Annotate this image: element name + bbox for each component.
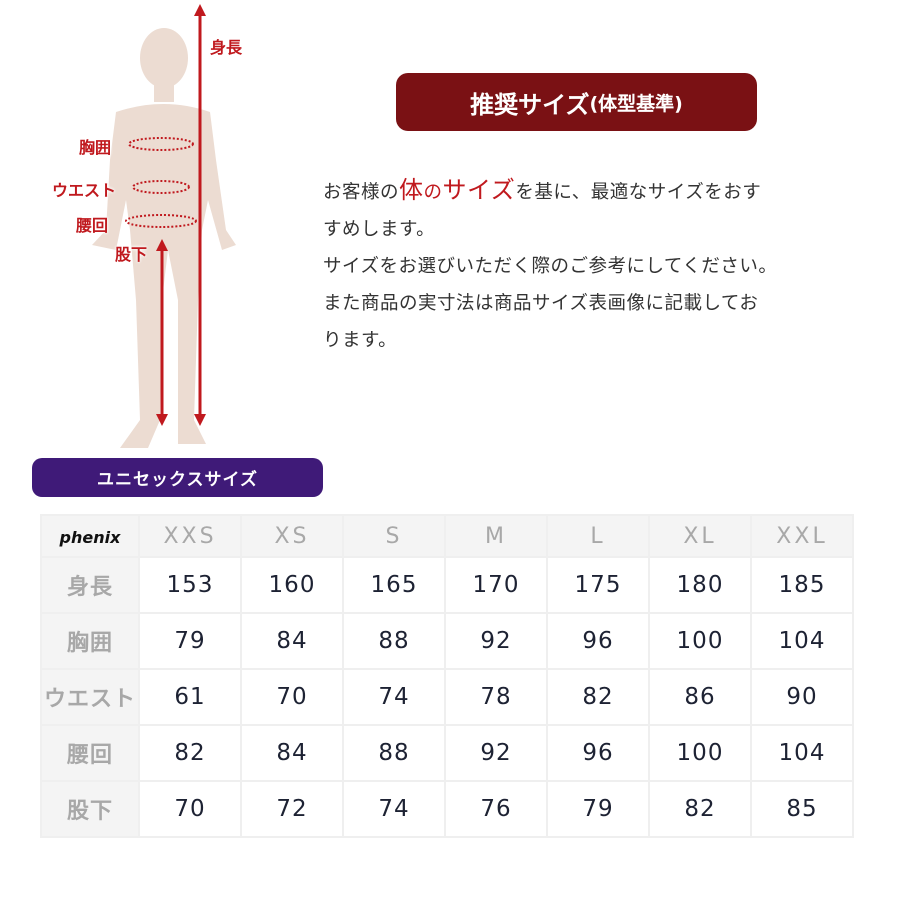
table-cell: 92 (444, 724, 548, 782)
size-header: XS (240, 514, 344, 558)
brand-logo-text: phenix (59, 527, 121, 547)
table-cell: 90 (750, 668, 854, 726)
chest-label: 胸囲 (79, 138, 112, 157)
highlight-text: 体 (399, 176, 424, 204)
title-main: 推奨サイズ (470, 90, 590, 119)
description: お客様の体のサイズを基に、最適なサイズをおす すめします。 サイズをお選びいただ… (323, 172, 883, 359)
table-cell: 76 (444, 780, 548, 838)
table-cell: 100 (648, 612, 752, 670)
table-cell: 74 (342, 780, 446, 838)
description-line: ります。 (323, 330, 398, 351)
text: を基に、最適なサイズをおす (515, 182, 762, 203)
table-cell: 79 (546, 780, 650, 838)
table-cell: 82 (648, 780, 752, 838)
title-sub: (体型基準) (589, 92, 683, 115)
table-cell: 82 (138, 724, 242, 782)
description-line: また商品の実寸法は商品サイズ表画像に記載してお (323, 293, 759, 314)
recommended-size-title: 推奨サイズ (体型基準) (396, 73, 757, 131)
table-cell: 96 (546, 724, 650, 782)
table-cell: 72 (240, 780, 344, 838)
table-cell: 185 (750, 556, 854, 614)
table-row: 股下 70 72 74 76 79 82 85 (40, 780, 854, 838)
size-header: M (444, 514, 548, 558)
table-cell: 86 (648, 668, 752, 726)
table-cell: 165 (342, 556, 446, 614)
hip-label: 腰回 (76, 216, 109, 235)
highlight-text: サイズ (442, 176, 516, 204)
table-cell: 100 (648, 724, 752, 782)
table-cell: 74 (342, 668, 446, 726)
table-cell: 104 (750, 724, 854, 782)
table-cell: 70 (138, 780, 242, 838)
row-label: 身長 (40, 556, 140, 614)
row-label: ウエスト (40, 668, 140, 726)
body-measurement-figure: 身長 胸囲 ウエスト 腰回 股下 (30, 0, 330, 460)
table-cell: 79 (138, 612, 242, 670)
table-cell: 84 (240, 724, 344, 782)
table-cell: 84 (240, 612, 344, 670)
highlight-text: の (423, 182, 443, 203)
table-cell: 61 (138, 668, 242, 726)
table-cell: 85 (750, 780, 854, 838)
table-cell: 92 (444, 612, 548, 670)
size-table: phenix XXS XS S M L XL XXL 身長 153 160 165 170 175 180 1… (40, 514, 854, 838)
size-header: XXS (138, 514, 242, 558)
size-header: XL (648, 514, 752, 558)
table-cell: 96 (546, 612, 650, 670)
table-row: 身長 153 160 165 170 175 180 185 (40, 556, 854, 614)
description-line: サイズをお選びいただく際のご参考にしてください。 (323, 256, 778, 277)
row-label: 腰回 (40, 724, 140, 782)
table-row: ウエスト 61 70 74 78 82 86 90 (40, 668, 854, 726)
unisex-size-badge: ユニセックスサイズ (32, 458, 323, 497)
waist-label: ウエスト (52, 181, 117, 200)
size-header: L (546, 514, 650, 558)
brand-logo: phenix (40, 514, 140, 558)
table-cell: 70 (240, 668, 344, 726)
table-header-row: phenix XXS XS S M L XL XXL (40, 514, 854, 558)
description-line: すめします。 (323, 219, 436, 240)
body-silhouette (92, 4, 236, 448)
row-label: 股下 (40, 780, 140, 838)
table-cell: 82 (546, 668, 650, 726)
height-label: 身長 (210, 38, 243, 57)
size-header: XXL (750, 514, 854, 558)
row-label: 胸囲 (40, 612, 140, 670)
table-cell: 88 (342, 724, 446, 782)
table-row: 腰回 82 84 88 92 96 100 104 (40, 724, 854, 782)
inseam-label: 股下 (115, 245, 148, 264)
text: お客様の (323, 182, 400, 203)
size-header: S (342, 514, 446, 558)
table-cell: 78 (444, 668, 548, 726)
table-cell: 180 (648, 556, 752, 614)
table-cell: 170 (444, 556, 548, 614)
table-cell: 88 (342, 612, 446, 670)
table-row: 胸囲 79 84 88 92 96 100 104 (40, 612, 854, 670)
table-cell: 160 (240, 556, 344, 614)
table-cell: 104 (750, 612, 854, 670)
table-cell: 175 (546, 556, 650, 614)
table-cell: 153 (138, 556, 242, 614)
description-line: お客様の体のサイズを基に、最適なサイズをおす (323, 172, 883, 211)
